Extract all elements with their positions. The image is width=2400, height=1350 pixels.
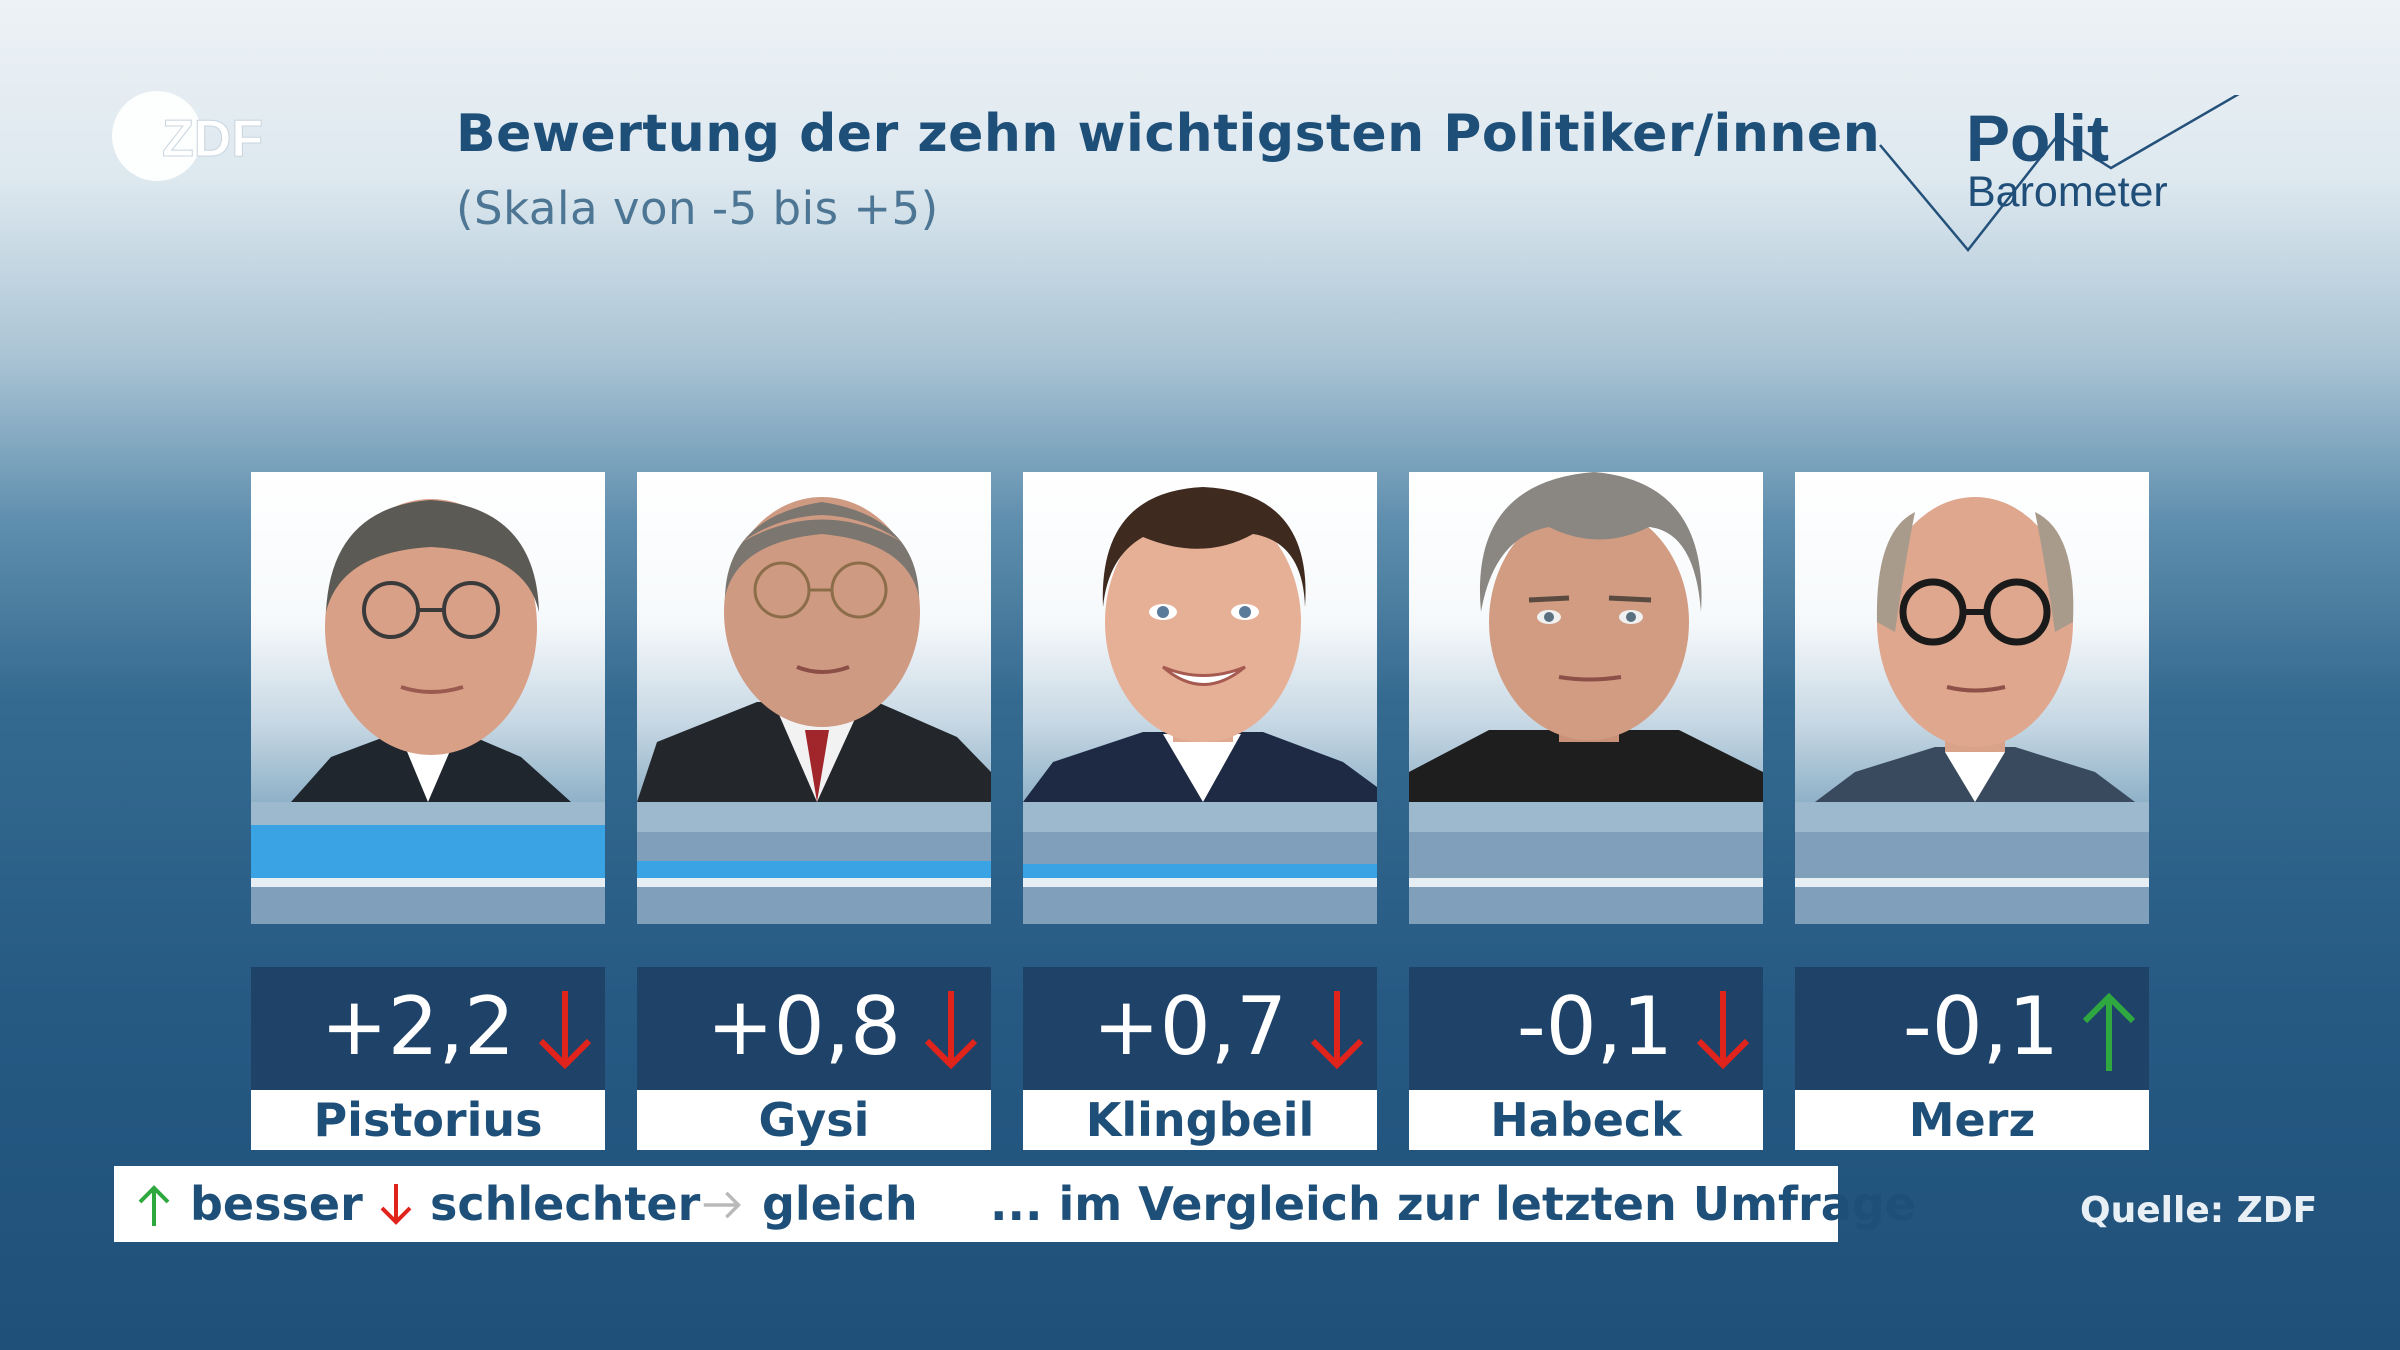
zero-line <box>637 878 991 887</box>
politician-card: +2,2 Pistorius <box>251 472 605 1150</box>
legend-label-besser: besser <box>190 1177 363 1231</box>
trend-arrow-path <box>1696 991 1750 1070</box>
zero-line <box>251 878 605 887</box>
portrait-photo <box>637 472 991 802</box>
politician-name: Habeck <box>1409 1090 1763 1150</box>
arrow-up-icon <box>138 1185 170 1226</box>
politbarometer-logo: Polit Barometer <box>1878 95 2258 260</box>
zero-line <box>1023 878 1377 887</box>
value-label: +0,8 <box>706 980 901 1073</box>
value-box: +0,8 <box>637 967 991 1090</box>
arrow-down-icon <box>924 991 978 1070</box>
politician-card: +0,8 Gysi <box>637 472 991 1150</box>
source-label: Quelle: ZDF <box>2080 1190 2318 1231</box>
politician-name: Klingbeil <box>1023 1090 1377 1150</box>
value-label: +0,7 <box>1092 980 1287 1073</box>
legend-note: ... im Vergleich zur letzten Umfrage <box>990 1177 1916 1231</box>
chart-title: Bewertung der zehn wichtigsten Politiker… <box>456 104 1881 164</box>
trend-arrow-path <box>1310 991 1364 1070</box>
zdf-logo-text: ZDF <box>162 110 263 168</box>
value-label: -0,1 <box>1516 980 1673 1073</box>
politician-card: -0,1 Habeck <box>1409 472 1763 1150</box>
portrait-photo <box>1409 472 1763 802</box>
politician-card: +0,7 Klingbeil <box>1023 472 1377 1150</box>
arrow-down-icon <box>380 1184 412 1225</box>
value-box: -0,1 <box>1409 967 1763 1090</box>
value-label: -0,1 <box>1902 980 2059 1073</box>
zigzag-line-icon <box>1879 95 2240 252</box>
politician-card: -0,1 Merz <box>1795 472 2149 1150</box>
portrait-photo <box>1023 472 1377 802</box>
politbarometer-word-polit: Polit <box>1966 101 2109 175</box>
portrait-photo <box>1795 472 2149 802</box>
legend-label-gleich: gleich <box>762 1177 918 1231</box>
arrow-down-icon <box>1696 991 1750 1070</box>
trend-arrow-path <box>2082 992 2136 1071</box>
value-box: +2,2 <box>251 967 605 1090</box>
value-box: -0,1 <box>1795 967 2149 1090</box>
legend: besser schlechter gleich ... im Vergleic… <box>114 1166 1916 1242</box>
arrow-down-icon <box>538 991 592 1070</box>
chart-subtitle: (Skala von -5 bis +5) <box>456 182 939 235</box>
arrow-up-icon <box>2082 992 2136 1071</box>
portrait-photo <box>251 472 605 802</box>
value-label: +2,2 <box>320 980 515 1073</box>
bar-track-positive <box>1023 802 1377 832</box>
value-box: +0,7 <box>1023 967 1377 1090</box>
value-bar <box>1023 863 1377 882</box>
trend-arrow-path <box>538 991 592 1070</box>
bar-track-positive <box>1795 802 2149 832</box>
value-bar <box>637 861 991 882</box>
arrow-down-icon <box>1310 991 1364 1070</box>
politician-name: Gysi <box>637 1090 991 1150</box>
politician-name: Pistorius <box>251 1090 605 1150</box>
arrow-right-icon <box>703 1191 741 1219</box>
zero-line <box>1795 878 2149 887</box>
zero-line <box>1409 878 1763 887</box>
politician-name: Merz <box>1795 1090 2149 1150</box>
bar-track-positive <box>637 802 991 832</box>
bar-track-positive <box>1409 802 1763 832</box>
value-bar <box>251 824 605 882</box>
politbarometer-word-barometer: Barometer <box>1967 168 2168 216</box>
legend-label-schlechter: schlechter <box>430 1177 701 1231</box>
trend-arrow-path <box>924 991 978 1070</box>
zdf-logo: ZDF <box>112 91 264 181</box>
